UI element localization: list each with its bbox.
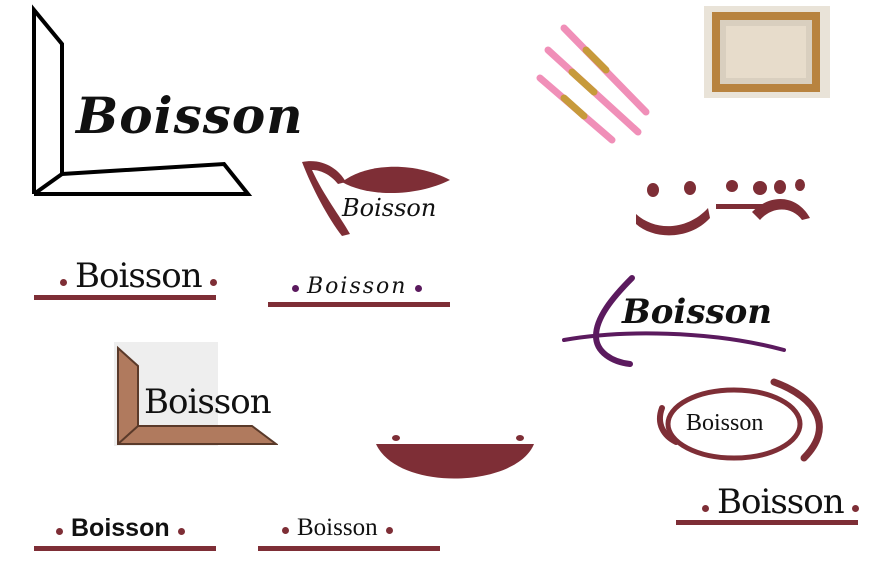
logo-ring-brush	[656, 378, 823, 462]
logo-text-sketch-large: Boisson	[76, 86, 304, 145]
wordmark-text: Boisson	[297, 514, 378, 541]
smile-shape	[376, 435, 534, 479]
logo-text-ring: Boisson	[686, 410, 764, 436]
logo-text-purple-swoosh: Boisson	[622, 292, 773, 332]
bullet-dot-icon	[851, 505, 859, 512]
wordmark-hand-dots: Boisson	[52, 256, 225, 296]
underline-bar	[268, 302, 450, 307]
wordmark-bold-sans: Boisson	[48, 514, 193, 543]
wooden-corner-frame	[114, 342, 278, 446]
wordmark-hand-dots-2: Boisson	[694, 482, 867, 522]
underline-bar	[676, 520, 858, 525]
wordmark-text: Boisson	[717, 482, 845, 522]
logo-swoosh-mark	[302, 161, 450, 236]
bullet-dot-icon	[282, 527, 289, 534]
wordmark-text: Boisson	[307, 274, 408, 299]
bullet-dot-icon	[60, 279, 67, 286]
bullet-dot-icon	[385, 527, 393, 534]
bullet-dot-icon	[56, 528, 63, 535]
wooden-canvas-frame-photo	[704, 6, 830, 98]
underline-bar	[34, 295, 216, 300]
logo-purple-swoosh	[562, 275, 786, 367]
underline-bar	[34, 546, 216, 551]
underline-bar	[258, 546, 440, 551]
smiley-wink-concept	[636, 179, 810, 236]
wordmark-text: Boisson	[75, 256, 203, 296]
bullet-dot-icon	[415, 285, 423, 292]
logo-text-wood-frame: Boisson	[144, 382, 272, 422]
wordmark-text: Boisson	[71, 514, 170, 542]
sketch-outline-frame	[32, 4, 253, 196]
bullet-dot-icon	[292, 285, 299, 292]
bullet-dot-icon	[702, 505, 709, 512]
wordmark-script-dots: Boisson	[284, 274, 430, 299]
bullet-dot-icon	[177, 528, 185, 535]
bullet-dot-icon	[209, 279, 217, 286]
logo-text-swoosh: Boisson	[342, 194, 437, 222]
paint-brushes-photo	[536, 24, 650, 144]
wordmark-serif: Boisson	[274, 514, 401, 542]
